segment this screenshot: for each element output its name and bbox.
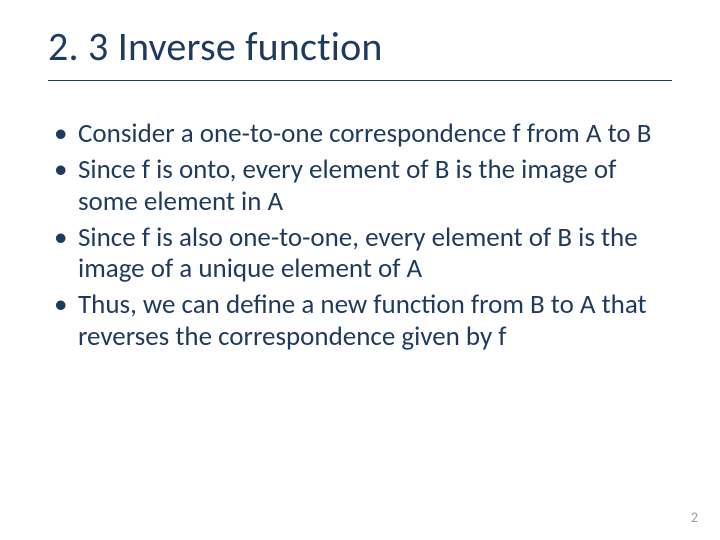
title-underline <box>48 80 672 81</box>
page-number: 2 <box>691 509 698 526</box>
slide-title: 2. 3 Inverse function <box>48 22 672 71</box>
slide-body: Consider a one-to-one correspondence f f… <box>48 118 680 357</box>
bullet-item: Since f is also one-to-one, every elemen… <box>48 222 680 286</box>
bullet-list: Consider a one-to-one correspondence f f… <box>48 118 680 353</box>
slide: 2. 3 Inverse function Consider a one-to-… <box>0 0 720 540</box>
bullet-item: Consider a one-to-one correspondence f f… <box>48 118 680 150</box>
bullet-item: Since f is onto, every element of B is t… <box>48 154 680 218</box>
bullet-item: Thus, we can define a new function from … <box>48 289 680 353</box>
